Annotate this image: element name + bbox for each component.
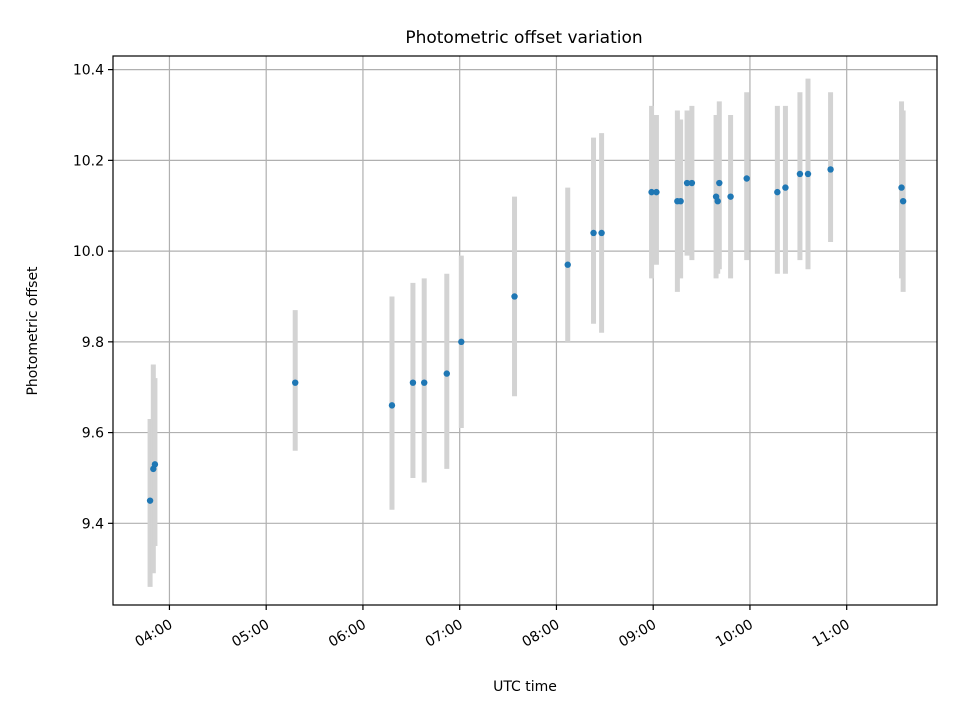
x-tick-label: 10:00 <box>713 617 756 651</box>
data-point <box>590 229 597 237</box>
data-point <box>648 188 655 196</box>
data-point <box>827 166 834 173</box>
x-tick-label: 09:00 <box>616 617 659 651</box>
plot-frame <box>112 55 938 606</box>
data-point <box>782 184 789 191</box>
data-point <box>677 197 684 205</box>
data-point <box>151 461 159 468</box>
data-point <box>292 379 299 386</box>
y-tick-label: 10.2 <box>73 153 104 169</box>
chart-title: Photometric offset variation <box>405 28 642 48</box>
y-tick-label: 10.4 <box>73 63 104 79</box>
data-points <box>146 166 907 504</box>
data-point <box>774 188 781 196</box>
data-point <box>458 338 465 346</box>
x-tick-label: 07:00 <box>423 617 466 651</box>
data-point <box>388 402 396 409</box>
data-point <box>804 170 812 178</box>
data-point <box>796 170 804 178</box>
x-tick-label: 06:00 <box>326 617 369 651</box>
data-point <box>409 379 417 386</box>
y-tick-label: 10.0 <box>73 244 104 260</box>
data-point <box>727 193 734 200</box>
data-point <box>443 370 450 377</box>
x-tick-label: 11:00 <box>810 617 853 651</box>
data-point <box>714 197 721 205</box>
data-point <box>898 184 905 191</box>
data-point <box>743 175 750 182</box>
x-axis-label: UTC time <box>493 679 557 695</box>
data-point <box>146 497 154 504</box>
y-axis-label: Photometric offset <box>25 266 41 396</box>
error-bars <box>147 78 906 587</box>
data-point <box>564 261 571 268</box>
data-point <box>421 379 428 386</box>
x-tick-label: 05:00 <box>229 617 272 651</box>
data-point <box>653 188 660 196</box>
x-tick-label: 04:00 <box>132 617 175 651</box>
y-tick-label: 9.8 <box>82 335 104 351</box>
data-point <box>716 179 723 187</box>
data-point <box>598 229 605 237</box>
y-tick-label: 9.6 <box>82 426 104 442</box>
grid-lines <box>113 56 937 605</box>
data-point <box>683 179 691 187</box>
x-tick-label: 08:00 <box>519 617 562 651</box>
y-tick-label: 9.4 <box>82 516 104 532</box>
data-point <box>899 197 907 205</box>
data-point <box>511 293 518 300</box>
data-point <box>688 179 696 187</box>
